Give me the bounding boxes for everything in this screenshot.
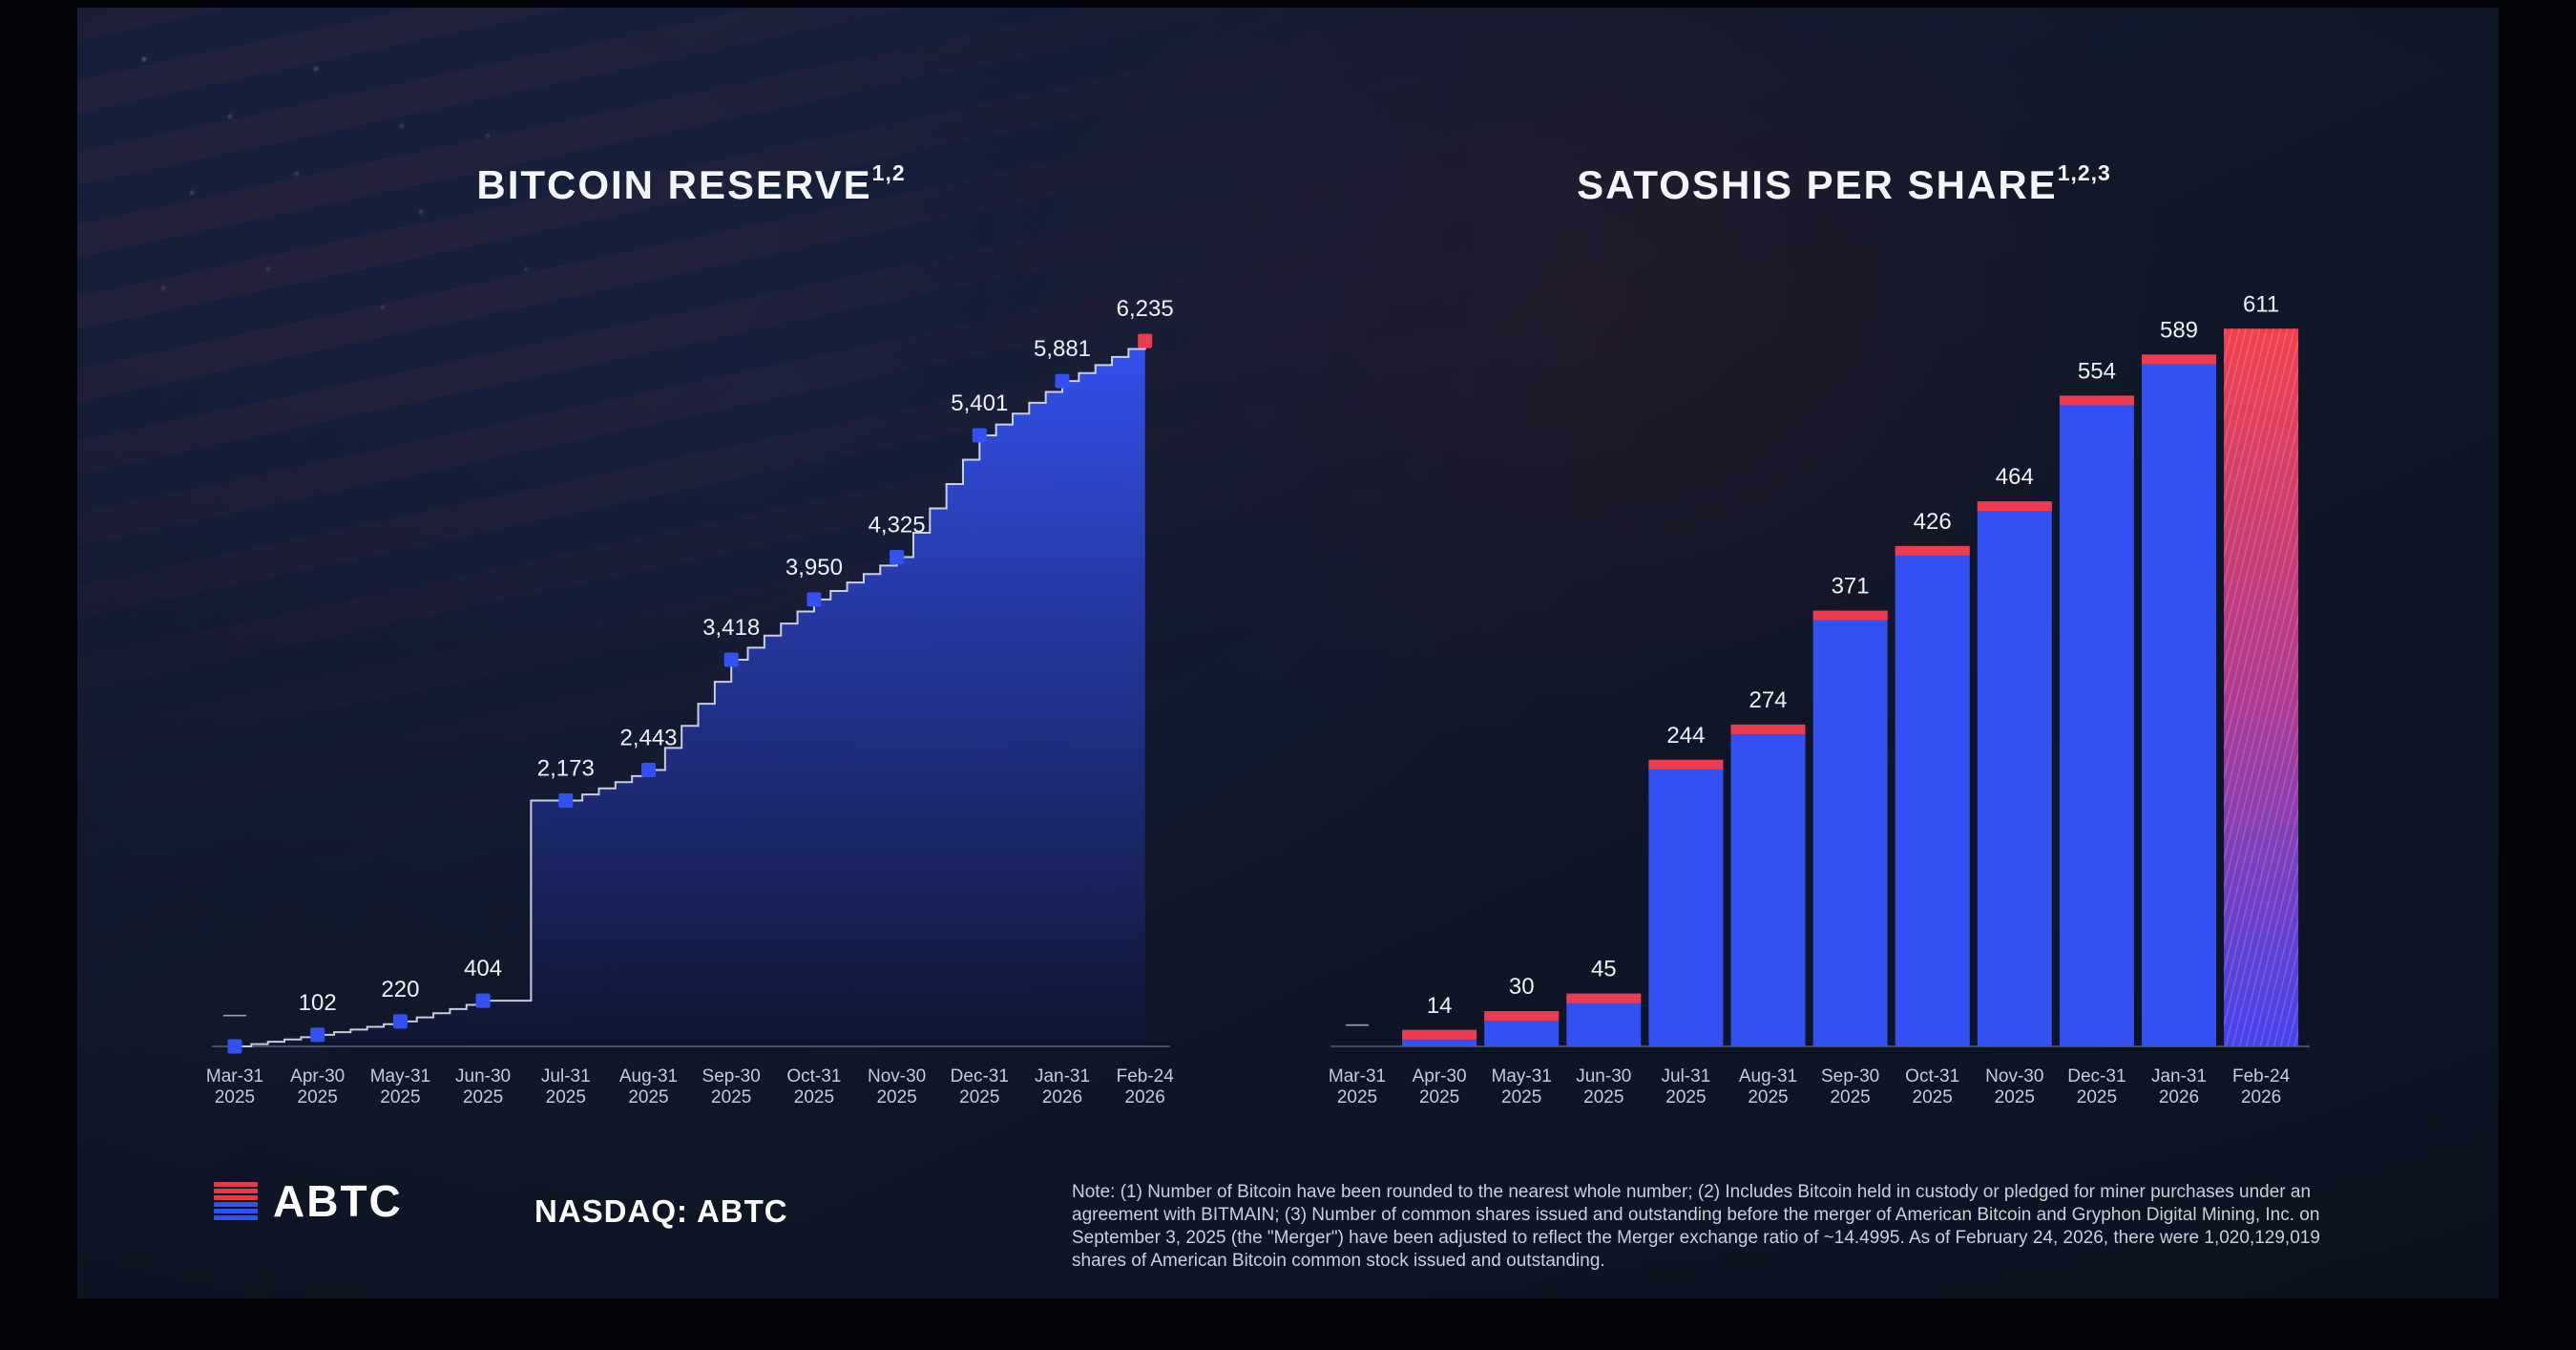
bitcoin-reserve-title: BITCOIN RESERVE1,2	[235, 160, 1147, 208]
title-text: BITCOIN RESERVE	[476, 162, 872, 207]
title-text: SATOSHIS PER SHARE	[1577, 162, 2058, 207]
abtc-logo-icon	[214, 1182, 258, 1220]
logo-stripe	[214, 1209, 258, 1213]
logo-stripe	[214, 1182, 258, 1187]
logo-stripe	[214, 1202, 258, 1207]
abtc-logo-text: ABTC	[273, 1176, 403, 1226]
logo-stripe	[214, 1189, 258, 1193]
nasdaq-ticker: NASDAQ: ABTC	[534, 1193, 788, 1229]
satoshis-per-share-title: SATOSHIS PER SHARE1,2,3	[1386, 160, 2302, 208]
title-superscript: 1,2,3	[2057, 160, 2111, 185]
logo-stripe	[214, 1215, 258, 1220]
logo-stripe	[214, 1195, 258, 1200]
abtc-logo: ABTC	[214, 1176, 403, 1226]
footnote: Note: (1) Number of Bitcoin have been ro…	[1072, 1182, 2320, 1271]
title-superscript: 1,2	[871, 160, 906, 185]
